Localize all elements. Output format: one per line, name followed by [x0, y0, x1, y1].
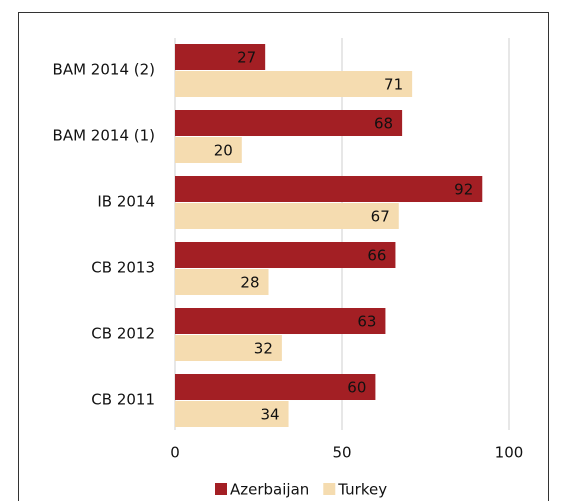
value-label: 63 — [357, 313, 376, 331]
bar — [175, 308, 386, 334]
bar — [175, 242, 396, 268]
y-tick-label: IB 2014 — [97, 193, 155, 211]
value-label: 68 — [374, 115, 393, 133]
value-label: 60 — [347, 379, 366, 397]
y-tick-label: BAM 2014 (2) — [53, 61, 155, 79]
x-tick-label: 50 — [332, 444, 351, 462]
bar — [175, 203, 399, 229]
bar — [175, 269, 269, 295]
value-label: 27 — [237, 49, 256, 67]
legend-swatch — [215, 483, 227, 495]
y-tick-label: CB 2011 — [91, 391, 155, 409]
y-tick-label: CB 2012 — [91, 325, 155, 343]
value-label: 28 — [240, 274, 259, 292]
value-label: 67 — [371, 208, 390, 226]
legend-label: Azerbaijan — [230, 481, 309, 499]
bar — [175, 71, 413, 97]
value-label: 92 — [454, 181, 473, 199]
bar — [175, 335, 282, 361]
value-label: 32 — [254, 340, 273, 358]
value-label: 66 — [367, 247, 386, 265]
value-label: 71 — [384, 76, 403, 94]
legend-label: Turkey — [337, 481, 387, 499]
bar — [175, 176, 483, 202]
bar — [175, 401, 289, 427]
bar — [175, 374, 376, 400]
frame — [18, 12, 549, 501]
value-label: 34 — [260, 406, 279, 424]
bar — [175, 137, 242, 163]
x-tick-label: 100 — [495, 444, 524, 462]
bar — [175, 110, 403, 136]
y-tick-label: CB 2013 — [91, 259, 155, 277]
y-tick-label: BAM 2014 (1) — [53, 127, 155, 145]
value-label: 20 — [214, 142, 233, 160]
bar — [175, 44, 266, 70]
x-tick-label: 0 — [170, 444, 180, 462]
legend-swatch — [323, 483, 336, 495]
